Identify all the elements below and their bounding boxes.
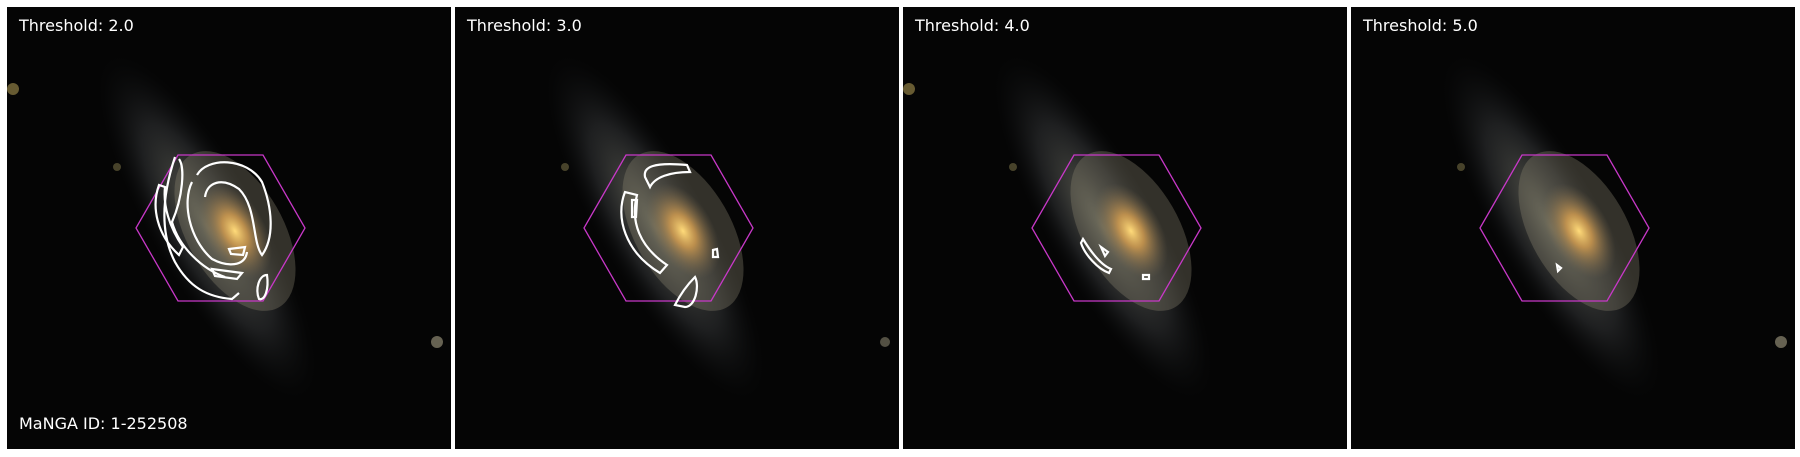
ifu-hexagon [135,154,306,302]
ifu-hexagon [1031,154,1202,302]
ifu-hexagon [583,154,754,302]
galaxy-image-4 [1351,7,1795,449]
threshold-label: Threshold: 2.0 [19,16,134,35]
manga-id-label: MaNGA ID: 1-252508 [19,414,188,433]
ifu-hexagon [1479,154,1650,302]
threshold-panel-2: Threshold: 3.0 [455,7,899,449]
contours-threshold-3 [620,163,720,309]
galaxy-core [1094,183,1168,279]
contours-threshold-4 [1079,236,1151,281]
galaxy-core [1542,183,1616,279]
threshold-label: Threshold: 5.0 [1363,16,1478,35]
galaxy-core [198,183,272,279]
threshold-label: Threshold: 3.0 [467,16,582,35]
galaxy-image-1 [7,7,451,449]
contours-threshold-2 [154,156,272,301]
galaxy-image-2 [455,7,899,449]
threshold-panel-3: Threshold: 4.0 [903,7,1347,449]
threshold-label: Threshold: 4.0 [915,16,1030,35]
contours-threshold-5 [1555,262,1563,274]
galaxy-image-3 [903,7,1347,449]
threshold-panel-1: Threshold: 2.0 MaNGA ID: 1-252508 [7,7,451,449]
threshold-panel-4: Threshold: 5.0 [1351,7,1795,449]
galaxy-core [646,183,720,279]
